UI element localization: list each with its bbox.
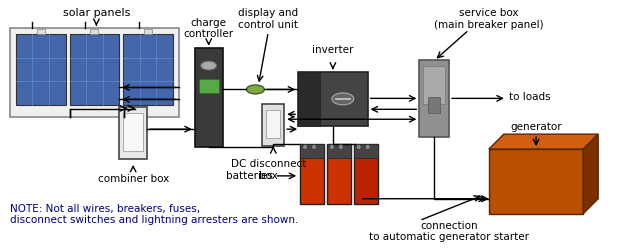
FancyBboxPatch shape (423, 65, 445, 104)
FancyBboxPatch shape (123, 113, 143, 151)
FancyBboxPatch shape (298, 71, 320, 126)
FancyBboxPatch shape (300, 144, 324, 158)
Text: display and
control unit: display and control unit (238, 8, 299, 30)
FancyBboxPatch shape (298, 71, 368, 126)
FancyBboxPatch shape (354, 144, 377, 158)
FancyBboxPatch shape (69, 34, 119, 105)
Ellipse shape (329, 145, 335, 150)
Text: solar panels: solar panels (63, 8, 130, 18)
FancyBboxPatch shape (327, 144, 351, 158)
FancyBboxPatch shape (354, 144, 377, 204)
Text: DC disconnect
box: DC disconnect box (231, 159, 306, 181)
Ellipse shape (302, 145, 307, 150)
FancyBboxPatch shape (195, 48, 222, 147)
Ellipse shape (356, 145, 361, 150)
FancyBboxPatch shape (420, 60, 449, 137)
Ellipse shape (332, 93, 354, 105)
Text: inverter: inverter (312, 45, 353, 55)
Ellipse shape (311, 145, 316, 150)
FancyBboxPatch shape (489, 149, 583, 214)
Ellipse shape (338, 145, 343, 150)
FancyBboxPatch shape (144, 29, 152, 34)
Text: connection
to automatic generator starter: connection to automatic generator starte… (369, 220, 529, 242)
FancyBboxPatch shape (262, 104, 284, 146)
FancyBboxPatch shape (198, 80, 219, 93)
FancyBboxPatch shape (123, 34, 173, 105)
Text: generator: generator (510, 122, 562, 132)
FancyBboxPatch shape (428, 97, 440, 113)
FancyBboxPatch shape (300, 144, 324, 204)
Polygon shape (583, 134, 598, 214)
Ellipse shape (365, 145, 370, 150)
FancyBboxPatch shape (37, 29, 45, 34)
Text: batteries: batteries (226, 171, 273, 181)
Text: to loads: to loads (509, 92, 551, 102)
Polygon shape (489, 134, 598, 149)
FancyBboxPatch shape (266, 110, 280, 138)
Ellipse shape (246, 85, 265, 94)
FancyBboxPatch shape (119, 107, 147, 159)
FancyBboxPatch shape (91, 29, 98, 34)
Text: combiner box: combiner box (98, 174, 169, 184)
FancyBboxPatch shape (327, 144, 351, 204)
Text: NOTE: Not all wires, breakers, fuses,
disconnect switches and lightning arrester: NOTE: Not all wires, breakers, fuses, di… (10, 204, 299, 225)
FancyBboxPatch shape (16, 34, 66, 105)
Text: service box
(main breaker panel): service box (main breaker panel) (434, 8, 544, 30)
FancyBboxPatch shape (10, 28, 179, 117)
Text: charge
controller: charge controller (183, 18, 234, 39)
Ellipse shape (201, 61, 217, 70)
